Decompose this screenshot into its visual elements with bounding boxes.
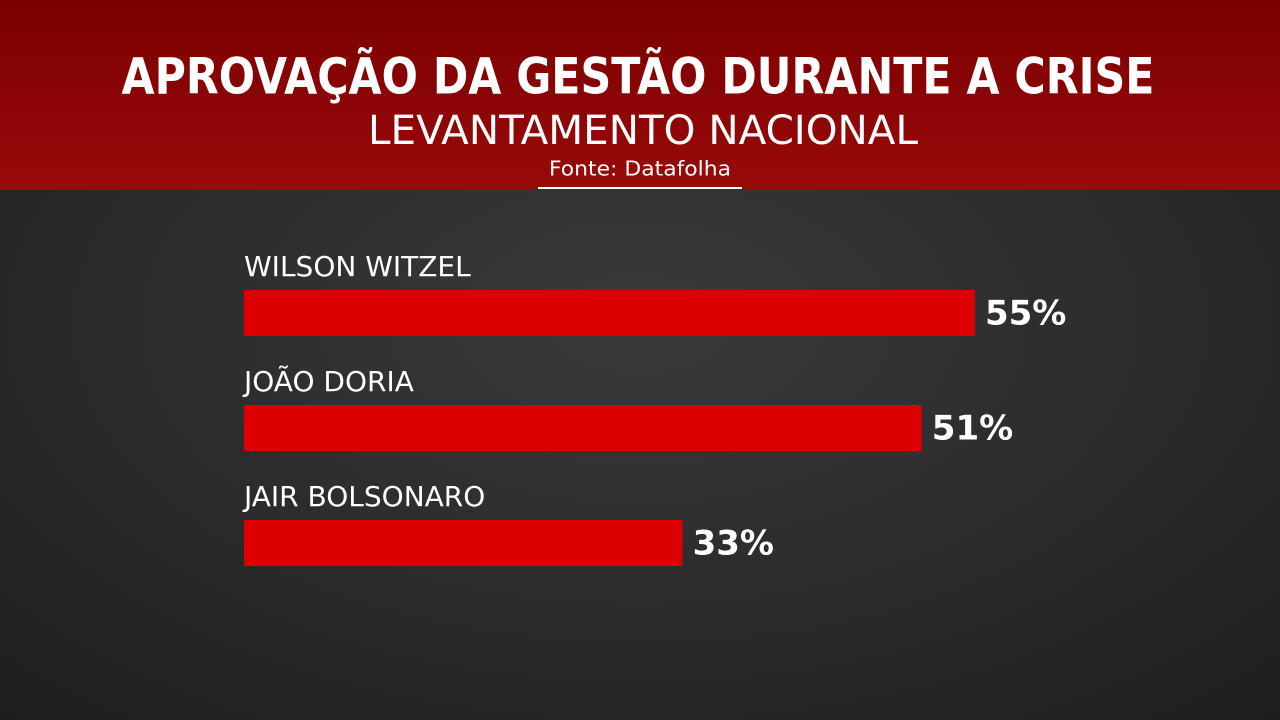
value-label: 51%: [932, 409, 1013, 449]
value-label: 55%: [985, 294, 1066, 334]
bar: [244, 520, 683, 566]
chart-title: APROVAÇÃO DA GESTÃO DURANTE A CRISE: [122, 47, 1155, 106]
value-label: 33%: [693, 524, 774, 564]
chart-subtitle: LEVANTAMENTO NACIONAL: [368, 108, 919, 154]
source-note: Fonte: Datafolha: [549, 157, 731, 181]
header-band: [0, 0, 1280, 190]
category-label: JAIR BOLSONARO: [242, 480, 485, 513]
category-label: WILSON WITZEL: [244, 250, 471, 283]
bar: [244, 405, 922, 451]
category-label: JOÃO DORIA: [242, 365, 414, 398]
bar: [244, 290, 975, 336]
